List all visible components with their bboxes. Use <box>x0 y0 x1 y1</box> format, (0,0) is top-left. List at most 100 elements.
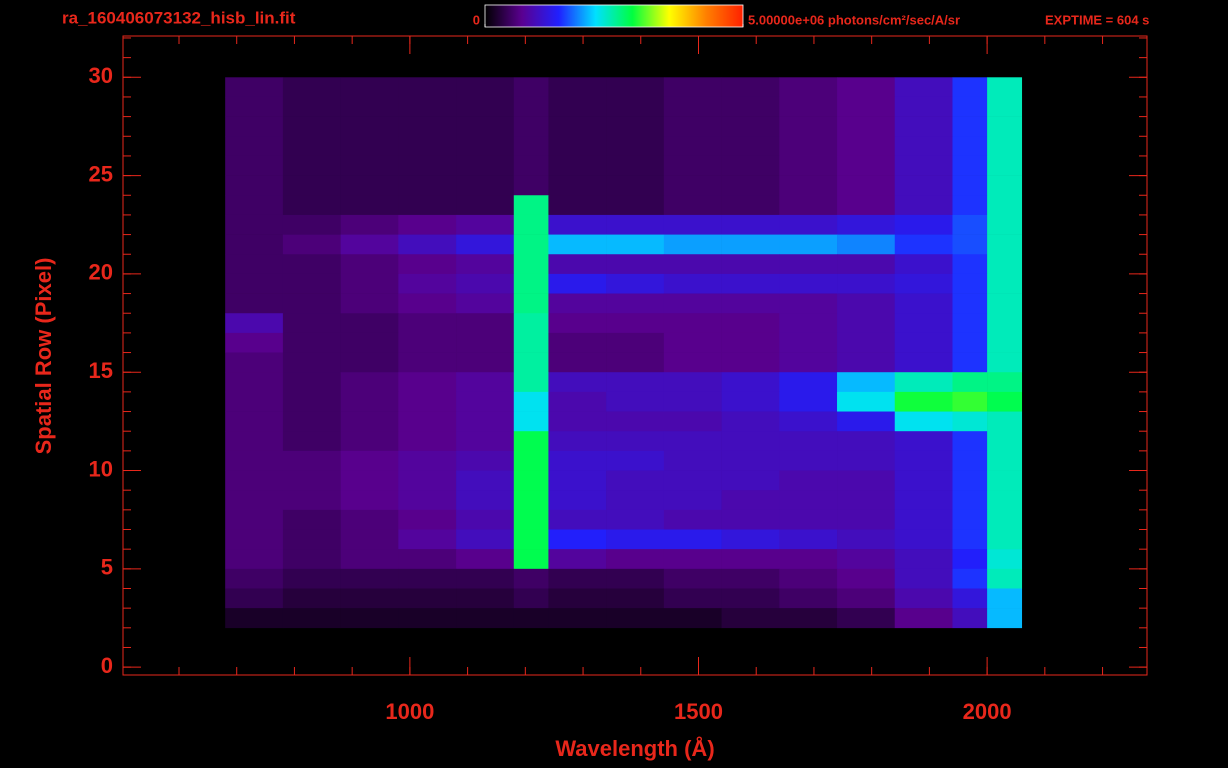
heatmap-cell <box>282 234 341 255</box>
heatmap-cell <box>513 549 549 570</box>
heatmap-cell <box>225 509 284 530</box>
heatmap-cell <box>282 155 341 176</box>
heatmap-cell <box>606 568 665 589</box>
heatmap-cell <box>952 254 988 275</box>
y-tick-label: 30 <box>89 63 113 88</box>
heatmap-cell <box>340 568 399 589</box>
heatmap-cell <box>225 293 284 314</box>
heatmap-cell <box>779 450 838 471</box>
heatmap-cell <box>398 273 457 294</box>
heatmap-cell <box>663 77 722 98</box>
heatmap-cell <box>548 411 607 432</box>
heatmap-cell <box>837 313 896 334</box>
heatmap-cell <box>282 529 341 550</box>
heatmap-cell <box>225 372 284 393</box>
heatmap-cell <box>225 411 284 432</box>
heatmap-cell <box>987 195 1023 216</box>
heatmap-cell <box>456 214 515 235</box>
heatmap-cell <box>398 234 457 255</box>
heatmap-cell <box>456 608 515 629</box>
heatmap-cell <box>987 273 1023 294</box>
heatmap-cell <box>952 77 988 98</box>
heatmap-cell <box>282 293 341 314</box>
heatmap-cell <box>513 273 549 294</box>
heatmap-cell <box>779 352 838 373</box>
heatmap-cell <box>721 254 780 275</box>
heatmap-cell <box>663 234 722 255</box>
heatmap-cell <box>513 214 549 235</box>
heatmap-cell <box>398 136 457 157</box>
heatmap-cell <box>987 96 1023 117</box>
heatmap-cell <box>225 490 284 511</box>
heatmap-cell <box>548 431 607 452</box>
heatmap-cell <box>952 529 988 550</box>
heatmap-cell <box>282 96 341 117</box>
heatmap-cell <box>894 470 953 491</box>
heatmap-cell <box>894 372 953 393</box>
heatmap-cell <box>456 470 515 491</box>
heatmap-cell <box>225 234 284 255</box>
heatmap-cell <box>398 155 457 176</box>
heatmap-cell <box>952 549 988 570</box>
heatmap-cell <box>952 470 988 491</box>
heatmap-cell <box>225 155 284 176</box>
heatmap-cell <box>340 273 399 294</box>
heatmap-cell <box>987 391 1023 412</box>
heatmap-cell <box>837 470 896 491</box>
heatmap-cell <box>987 332 1023 353</box>
heatmap-cell <box>513 490 549 511</box>
heatmap-cell <box>548 155 607 176</box>
heatmap-cell <box>456 450 515 471</box>
heatmap-cell <box>952 391 988 412</box>
chart-title: ra_160406073132_hisb_lin.fit <box>62 8 296 27</box>
heatmap-cell <box>721 332 780 353</box>
heatmap-cell <box>398 175 457 196</box>
heatmap-cell <box>398 332 457 353</box>
heatmap-cell <box>282 116 341 137</box>
y-tick-label: 0 <box>101 653 113 678</box>
heatmap-cell <box>548 116 607 137</box>
heatmap-cell <box>398 490 457 511</box>
heatmap-cell <box>779 77 838 98</box>
heatmap-cell <box>606 352 665 373</box>
colorbar-label: 0 <box>473 12 480 27</box>
heatmap-cell <box>663 273 722 294</box>
heatmap-cell <box>513 352 549 373</box>
heatmap-cell <box>398 549 457 570</box>
heatmap-cell <box>282 568 341 589</box>
heatmap-cell <box>663 293 722 314</box>
heatmap-cell <box>987 234 1023 255</box>
heatmap-cell <box>225 195 284 216</box>
heatmap-cell <box>606 411 665 432</box>
heatmap-cell <box>456 273 515 294</box>
heatmap-cell <box>721 195 780 216</box>
heatmap-cell <box>987 175 1023 196</box>
heatmap-cell <box>513 175 549 196</box>
heatmap-cell <box>606 391 665 412</box>
heatmap-cell <box>894 490 953 511</box>
heatmap-cell <box>340 175 399 196</box>
heatmap-cell <box>513 431 549 452</box>
heatmap-cell <box>225 332 284 353</box>
heatmap-cell <box>779 411 838 432</box>
heatmap-cell <box>456 568 515 589</box>
heatmap-cell <box>456 234 515 255</box>
heatmap-cell <box>548 549 607 570</box>
heatmap-cell <box>340 431 399 452</box>
heatmap-cell <box>837 411 896 432</box>
heatmap-cell <box>894 352 953 373</box>
heatmap-cell <box>779 470 838 491</box>
heatmap-cell <box>987 549 1023 570</box>
heatmap-cell <box>721 529 780 550</box>
heatmap-cell <box>548 96 607 117</box>
heatmap-cell <box>340 470 399 491</box>
heatmap-cell <box>456 77 515 98</box>
heatmap-cell <box>837 332 896 353</box>
heatmap-cell <box>779 234 838 255</box>
heatmap-cell <box>282 411 341 432</box>
heatmap-cell <box>225 116 284 137</box>
heatmap-cell <box>225 529 284 550</box>
heatmap-cell <box>398 391 457 412</box>
heatmap-cell <box>894 214 953 235</box>
